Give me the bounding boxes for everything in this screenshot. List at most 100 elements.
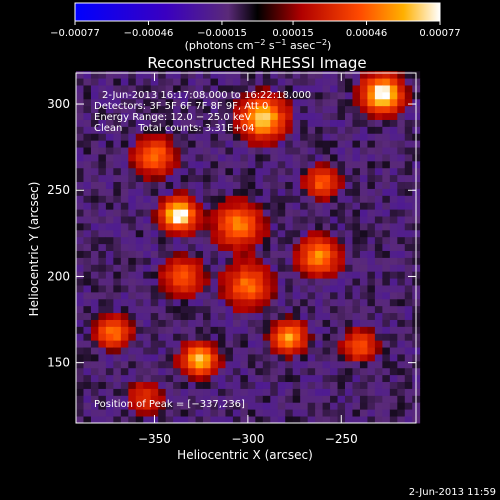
heatmap-cell [105,381,114,389]
heatmap-cell [188,140,196,148]
heatmap-cell [367,133,376,141]
heatmap-cell [188,395,196,403]
heatmap-cell [255,112,264,120]
heatmap-cell [203,188,211,196]
heatmap-cell [352,374,361,383]
heatmap-cell [90,416,99,424]
heatmap-cell [173,98,182,107]
heatmap-cell [374,126,383,134]
heatmap-cell [315,202,323,210]
heatmap-cell [337,298,346,307]
heatmap-cell [105,388,114,396]
heatmap-cell [307,188,316,196]
heatmap-cell [374,402,383,410]
heatmap-cell [389,78,398,86]
heatmap-cell [397,395,406,403]
heatmap-cell [135,154,144,162]
heatmap-cell [315,264,323,272]
heatmap-cell [232,402,241,410]
heatmap-cell [345,264,353,272]
heatmap-cell [315,360,323,369]
heatmap-cell [404,160,413,169]
heatmap-cell [277,236,286,245]
heatmap-cell [158,85,167,93]
heatmap-cell [98,312,107,320]
heatmap-cell [277,416,286,424]
heatmap-cell [322,243,331,251]
heatmap-cell [83,388,92,396]
heatmap-cell [352,347,361,355]
heatmap-cell [217,181,226,189]
heatmap-cell [315,154,323,162]
heatmap-cell [322,312,331,320]
heatmap-cell [255,402,264,410]
heatmap-cell [105,140,114,148]
heatmap-cell [262,140,271,148]
heatmap-cell [76,154,84,162]
y-axis-title: Heliocentric Y (arcsec) [27,182,41,317]
heatmap-cell [345,140,353,148]
heatmap-cell [135,312,144,320]
heatmap-cell [128,367,137,376]
heatmap-cell [180,354,189,362]
heatmap-cell [128,181,137,189]
heatmap-cell [367,174,376,183]
heatmap-cell [315,409,323,417]
heatmap-cell [83,312,92,320]
heatmap-cell [389,154,398,162]
heatmap-cell [307,305,316,314]
heatmap-cell [330,105,338,114]
heatmap-cell [367,250,376,258]
heatmap-cell [330,305,338,314]
heatmap-cell [173,388,182,396]
heatmap-cell [255,395,264,403]
heatmap-cell [367,367,376,376]
heatmap-cell [143,333,152,341]
heatmap-cell [307,326,316,334]
heatmap-cell [76,229,84,238]
heatmap-cell [180,160,189,169]
heatmap-cell [203,119,211,127]
heatmap-cell [330,216,338,224]
heatmap-cell [188,236,196,245]
heatmap-cell [113,112,122,120]
heatmap-cell [98,243,107,251]
heatmap-cell [232,381,241,389]
heatmap-cell [322,250,331,258]
heatmap-cell [307,160,316,169]
heatmap-cell [195,278,204,286]
heatmap-cell [105,236,114,245]
heatmap-cell [210,402,219,410]
heatmap-cell [105,285,114,293]
heatmap-cell [404,395,413,403]
heatmap-cell [330,381,338,389]
heatmap-cell [210,85,219,93]
heatmap-cell [285,367,294,376]
heatmap-cell [337,78,346,86]
heatmap-cell [374,188,383,196]
heatmap-cell [382,319,391,327]
heatmap-cell [367,119,376,127]
heatmap-cell [307,140,316,148]
heatmap-cell [404,409,413,417]
heatmap-cell [322,174,331,183]
heatmap-cell [90,202,99,210]
heatmap-cell [225,91,234,100]
heatmap-cell [359,298,368,307]
heatmap-cell [262,416,271,424]
heatmap-cell [345,333,353,341]
heatmap-cell [143,367,152,376]
heatmap-cell [210,195,219,203]
heatmap-cell [382,209,391,217]
heatmap-cell [374,78,383,86]
heatmap-cell [307,119,316,127]
heatmap-cell [232,347,241,355]
heatmap-cell [300,167,309,176]
heatmap-cell [165,312,174,320]
heatmap-cell [120,154,129,162]
heatmap-cell [76,85,84,93]
heatmap-cell [180,333,189,341]
heatmap-cell [128,112,137,120]
heatmap-cell [359,278,368,286]
heatmap-cell [382,326,391,334]
